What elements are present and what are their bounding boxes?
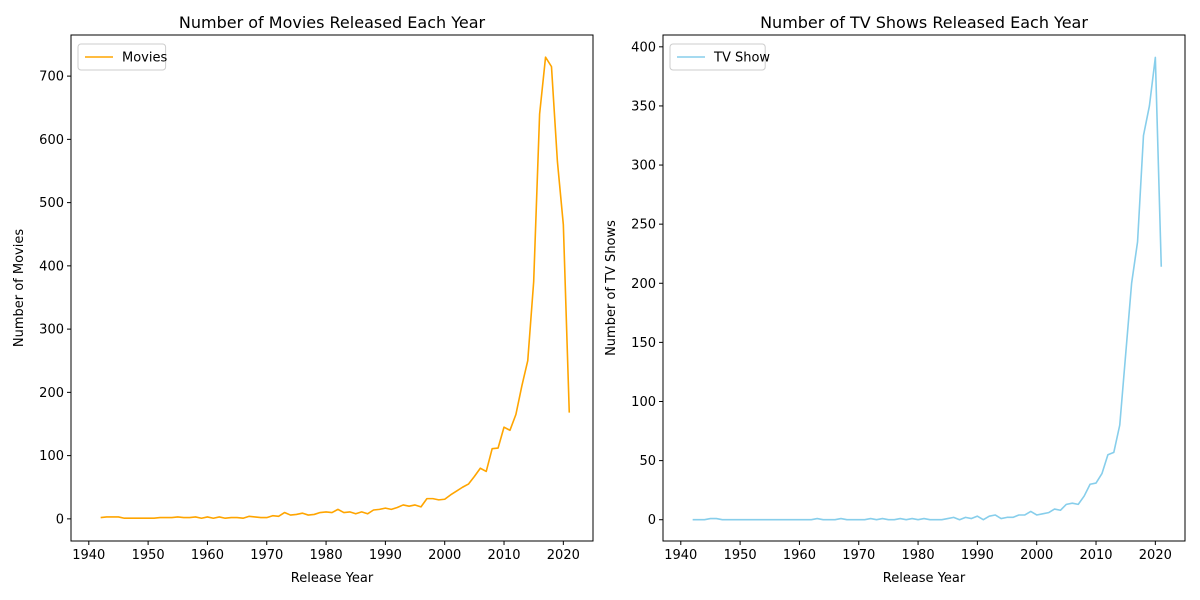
x-tick-label: 1990 [369,548,402,563]
x-tick-label: 2000 [1020,548,1053,563]
legend-label: Movies [122,51,167,66]
x-tick-label: 1960 [783,548,816,563]
y-tick-label: 150 [631,336,656,351]
axes-frame [662,34,1186,542]
data-points [100,56,570,519]
axes-frame [70,34,594,542]
legend-label: TV Show [713,51,770,66]
x-tick-label: 1940 [664,548,697,563]
chart-panel-2: Number of TV Shows Released Each Year 194… [604,13,1186,586]
y-tick-label: 0 [56,512,64,527]
x-tick-label: 1980 [310,548,343,563]
y-tick-label: 50 [639,454,656,469]
x-tick-label: 1940 [72,548,105,563]
y-tick-label: 600 [39,133,64,148]
x-tick-label: 2000 [428,548,461,563]
y-tick-label: 300 [39,323,64,338]
y-tick-label: 250 [631,218,656,233]
y-axis-label: Number of Movies [12,229,27,347]
y-tick-label: 350 [631,99,656,114]
x-tick-label: 2010 [487,548,520,563]
x-axis-label: Release Year [291,571,374,586]
x-tick-label: 2010 [1079,548,1112,563]
y-tick-label: 200 [631,277,656,292]
y-tick-label: 700 [39,70,64,85]
y-tick-label: 100 [631,395,656,410]
chart-title: Number of TV Shows Released Each Year [760,13,1088,32]
y-axis-label: Number of TV Shows [604,220,619,356]
legend-box [77,43,167,71]
series-line-movies [100,56,571,520]
y-tick-label: 200 [39,386,64,401]
x-tick-label: 2020 [547,548,580,563]
y-tick-label: 300 [631,159,656,174]
x-tick-label: 2020 [1139,548,1172,563]
data-points [692,57,1162,521]
x-axis-label: Release Year [883,571,966,586]
legend: TV Show [669,43,770,71]
y-tick-label: 400 [39,259,64,274]
legend-box [669,43,766,71]
chart-panel-1: Number of Movies Released Each Year 1940 1… [12,13,594,586]
x-tick-label: 1980 [902,548,935,563]
y-tick-label: 0 [648,513,656,528]
x-tick-label: 1960 [191,548,224,563]
legend: Movies [77,43,167,71]
x-tick-label: 1970 [842,548,875,563]
y-tick-label: 400 [631,40,656,55]
x-tick-label: 1950 [132,548,165,563]
x-tick-label: 1950 [724,548,757,563]
y-tick-label: 500 [39,196,64,211]
x-tick-label: 1990 [961,548,994,563]
x-tick-label: 1970 [250,548,283,563]
chart-title: Number of Movies Released Each Year [179,13,486,32]
series-line-tv-show [692,56,1163,521]
y-tick-label: 100 [39,449,64,464]
